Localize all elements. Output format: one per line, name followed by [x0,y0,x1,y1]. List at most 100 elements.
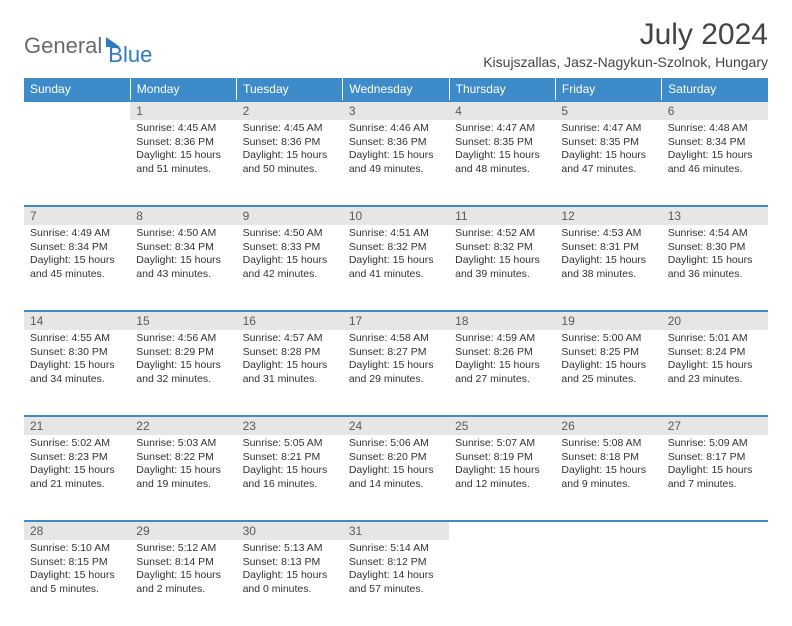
day-cell-header [24,101,130,120]
daylight-line: Daylight: 15 hours and 9 minutes. [561,464,655,491]
day-cell: Sunrise: 4:50 AMSunset: 8:34 PMDaylight:… [130,225,236,311]
day-cell: Sunrise: 5:12 AMSunset: 8:14 PMDaylight:… [130,540,236,626]
daylight-line: Daylight: 15 hours and 0 minutes. [243,569,337,596]
daylight-line: Daylight: 15 hours and 14 minutes. [349,464,443,491]
sunrise-label: Sunrise: [561,332,600,344]
sunset-line: Sunset: 8:27 PM [349,346,443,360]
day-number: 13 [662,207,768,225]
day-cell-header: 9 [237,206,343,225]
sunset-line: Sunset: 8:20 PM [349,451,443,465]
daylight-label: Daylight: [561,149,602,161]
daylight-line: Daylight: 15 hours and 45 minutes. [30,254,124,281]
day-cell: Sunrise: 5:09 AMSunset: 8:17 PMDaylight:… [662,435,768,521]
week-row: Sunrise: 4:55 AMSunset: 8:30 PMDaylight:… [24,330,768,416]
daylight-label: Daylight: [455,149,496,161]
sunset-value: 8:23 PM [69,451,108,463]
day-cell: Sunrise: 4:54 AMSunset: 8:30 PMDaylight:… [662,225,768,311]
sunrise-label: Sunrise: [136,122,175,134]
daylight-label: Daylight: [455,254,496,266]
sunrise-line: Sunrise: 4:53 AM [561,227,655,241]
sunrise-line: Sunrise: 5:13 AM [243,542,337,556]
day-cell-header: 4 [449,101,555,120]
sunrise-label: Sunrise: [136,542,175,554]
sunset-line: Sunset: 8:24 PM [668,346,762,360]
sunrise-value: 5:14 AM [390,542,429,554]
sunrise-label: Sunrise: [136,332,175,344]
day-cell-header: 13 [662,206,768,225]
day-header: Saturday [662,78,768,101]
sunset-value: 8:30 PM [706,241,745,253]
sunrise-label: Sunrise: [349,542,388,554]
sunset-label: Sunset: [243,241,279,253]
sunset-label: Sunset: [349,451,385,463]
sunset-line: Sunset: 8:36 PM [243,136,337,150]
day-cell-body: Sunrise: 4:58 AMSunset: 8:27 PMDaylight:… [343,330,449,393]
sunset-line: Sunset: 8:29 PM [136,346,230,360]
sunset-value: 8:28 PM [281,346,320,358]
sunrise-value: 4:57 AM [284,332,323,344]
sunset-line: Sunset: 8:36 PM [349,136,443,150]
daylight-label: Daylight: [243,149,284,161]
sunrise-line: Sunrise: 5:02 AM [30,437,124,451]
daylight-line: Daylight: 15 hours and 31 minutes. [243,359,337,386]
sunset-label: Sunset: [349,556,385,568]
day-cell-body: Sunrise: 4:52 AMSunset: 8:32 PMDaylight:… [449,225,555,288]
sunset-line: Sunset: 8:36 PM [136,136,230,150]
day-number: 24 [343,417,449,435]
sunset-line: Sunset: 8:22 PM [136,451,230,465]
day-number: 12 [555,207,661,225]
day-cell-header: 16 [237,311,343,330]
day-cell: Sunrise: 4:58 AMSunset: 8:27 PMDaylight:… [343,330,449,416]
daylight-line: Daylight: 15 hours and 38 minutes. [561,254,655,281]
sunrise-label: Sunrise: [349,332,388,344]
day-cell: Sunrise: 4:45 AMSunset: 8:36 PMDaylight:… [237,120,343,206]
sunset-line: Sunset: 8:12 PM [349,556,443,570]
daylight-line: Daylight: 15 hours and 51 minutes. [136,149,230,176]
sunrise-label: Sunrise: [349,227,388,239]
day-cell-body: Sunrise: 5:09 AMSunset: 8:17 PMDaylight:… [662,435,768,498]
day-cell: Sunrise: 4:56 AMSunset: 8:29 PMDaylight:… [130,330,236,416]
sunrise-label: Sunrise: [243,542,282,554]
week-row: Sunrise: 4:45 AMSunset: 8:36 PMDaylight:… [24,120,768,206]
daylight-line: Daylight: 15 hours and 16 minutes. [243,464,337,491]
sunrise-label: Sunrise: [30,332,69,344]
day-cell-header [555,521,661,540]
sunset-line: Sunset: 8:21 PM [243,451,337,465]
sunrise-line: Sunrise: 5:08 AM [561,437,655,451]
sunset-line: Sunset: 8:25 PM [561,346,655,360]
sunset-line: Sunset: 8:30 PM [668,241,762,255]
sunrise-line: Sunrise: 4:50 AM [243,227,337,241]
day-cell-header: 21 [24,416,130,435]
day-number: 7 [24,207,130,225]
day-cell-header: 26 [555,416,661,435]
day-cell-body: Sunrise: 5:02 AMSunset: 8:23 PMDaylight:… [24,435,130,498]
sunset-label: Sunset: [455,451,491,463]
sunrise-label: Sunrise: [243,227,282,239]
sunrise-line: Sunrise: 4:51 AM [349,227,443,241]
sunrise-label: Sunrise: [561,122,600,134]
daylight-line: Daylight: 15 hours and 23 minutes. [668,359,762,386]
sunset-value: 8:31 PM [600,241,639,253]
week-row: Sunrise: 4:49 AMSunset: 8:34 PMDaylight:… [24,225,768,311]
day-cell-body: Sunrise: 4:57 AMSunset: 8:28 PMDaylight:… [237,330,343,393]
day-cell: Sunrise: 5:07 AMSunset: 8:19 PMDaylight:… [449,435,555,521]
daylight-label: Daylight: [668,359,709,371]
day-cell-body: Sunrise: 4:51 AMSunset: 8:32 PMDaylight:… [343,225,449,288]
day-number: 14 [24,312,130,330]
day-number [662,522,768,540]
sunrise-value: 4:47 AM [497,122,536,134]
sunset-line: Sunset: 8:18 PM [561,451,655,465]
day-cell-header: 24 [343,416,449,435]
daylight-line: Daylight: 15 hours and 48 minutes. [455,149,549,176]
day-cell-header: 20 [662,311,768,330]
day-cell: Sunrise: 4:50 AMSunset: 8:33 PMDaylight:… [237,225,343,311]
sunrise-value: 5:06 AM [390,437,429,449]
sunrise-line: Sunrise: 5:03 AM [136,437,230,451]
calendar-table: Sunday Monday Tuesday Wednesday Thursday… [24,78,768,626]
day-cell-body: Sunrise: 4:48 AMSunset: 8:34 PMDaylight:… [662,120,768,183]
sunrise-label: Sunrise: [668,437,707,449]
sunset-label: Sunset: [668,241,704,253]
logo-text-general: General [24,33,102,59]
day-number: 15 [130,312,236,330]
sunset-line: Sunset: 8:34 PM [136,241,230,255]
